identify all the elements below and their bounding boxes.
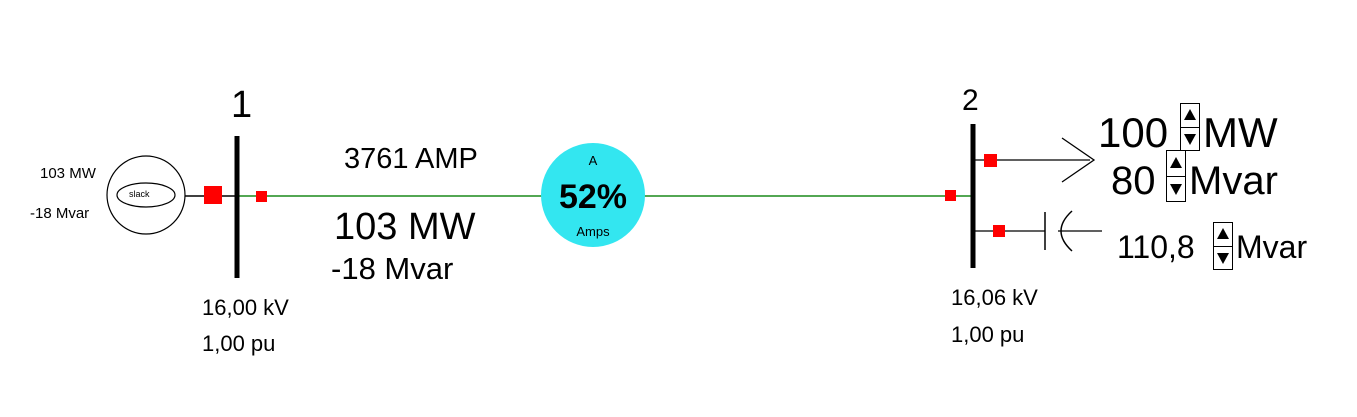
capacitor-breaker[interactable] (993, 225, 1005, 237)
capacitor-mvar-increase-icon[interactable] (1214, 223, 1232, 246)
load-mvar-value: 80 (1111, 159, 1156, 203)
capacitor-mvar-spinner[interactable] (1213, 222, 1233, 270)
generator-mvar: -18 Mvar (30, 205, 90, 222)
bus-2-voltage-pu: 1,00 pu (951, 322, 1025, 347)
branch-mvar: -18 Mvar (331, 251, 454, 286)
bus-1-label: 1 (231, 84, 253, 126)
load-mvar-decrease-icon[interactable] (1167, 175, 1185, 202)
line-breaker-bus2[interactable] (945, 190, 956, 201)
bus-1-voltage-pu: 1,00 pu (202, 331, 276, 356)
bus-2-voltage-kv: 16,06 kV (951, 285, 1038, 310)
line-loading-gauge[interactable] (541, 143, 645, 247)
generator-slack-icon (116, 182, 176, 208)
load-arrow-icon (1061, 137, 1096, 183)
load-mw-increase-icon[interactable] (1181, 104, 1199, 127)
load-breaker[interactable] (984, 154, 997, 167)
gauge-percent: 52% (558, 178, 628, 216)
bus-2-label: 2 (962, 84, 979, 117)
load-mvar-spinner[interactable] (1166, 150, 1186, 202)
capacitor-mvar-decrease-icon[interactable] (1214, 245, 1232, 270)
load-mvar-increase-icon[interactable] (1167, 151, 1185, 176)
gauge-top-label: A (588, 153, 598, 168)
load-mw-decrease-icon[interactable] (1181, 126, 1199, 151)
gauge-bottom-label: Amps (576, 224, 610, 239)
line-breaker-bus1[interactable] (256, 191, 267, 202)
load-mw-unit: MW (1203, 109, 1278, 156)
capacitor-mvar-value: 110,8 (1117, 229, 1195, 265)
load-mw-spinner[interactable] (1180, 103, 1200, 151)
bus-1-voltage-kv: 16,00 kV (202, 295, 289, 320)
generator-breaker[interactable] (204, 186, 222, 204)
capacitor-mvar-unit: Mvar (1236, 229, 1308, 265)
load-mw-value: 100 (1098, 109, 1169, 156)
generator-mw: 103 MW (40, 165, 96, 182)
generator-slack-text: slack (129, 189, 150, 199)
branch-amps: 3761 AMP (344, 143, 478, 175)
load-mvar-unit: Mvar (1189, 159, 1278, 203)
branch-mw: 103 MW (334, 206, 476, 248)
